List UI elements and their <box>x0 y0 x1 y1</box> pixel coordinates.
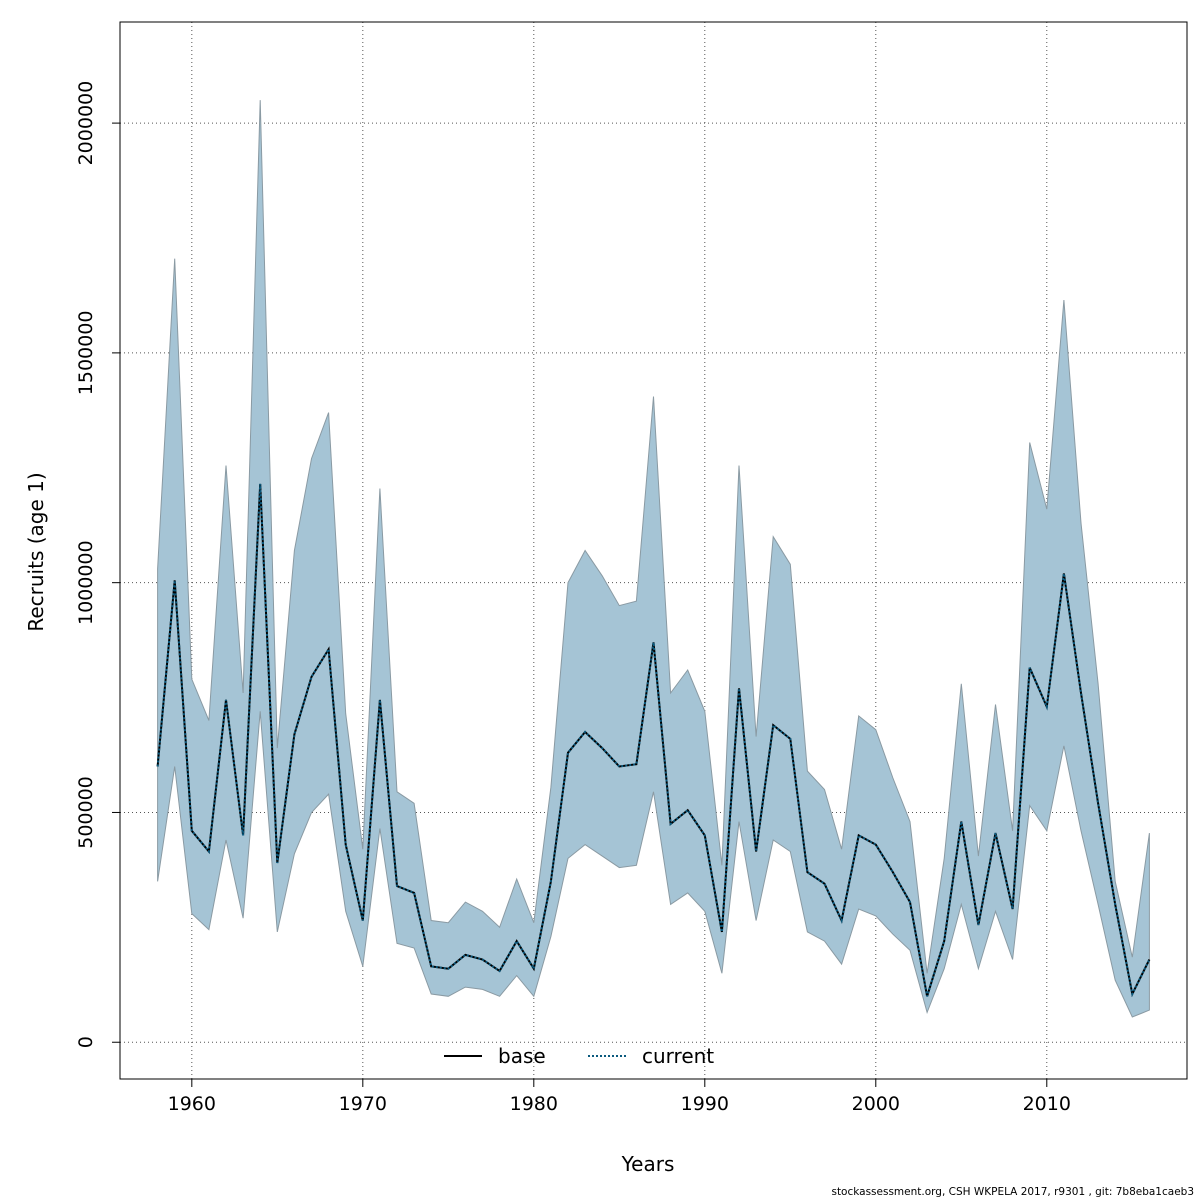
y-tick-label: 2000000 <box>75 81 97 166</box>
y-tick-label: 500000 <box>75 776 97 849</box>
x-tick-label: 1990 <box>681 1093 729 1115</box>
x-tick-label: 1970 <box>339 1093 387 1115</box>
y-tick-label: 1500000 <box>75 311 97 396</box>
y-axis: 0 500000 1000000 1500000 2000000 <box>75 81 120 1048</box>
series-line-current <box>156 483 1151 998</box>
legend-label-current: current <box>642 1044 714 1068</box>
x-tick-label: 1980 <box>510 1093 558 1115</box>
legend: base current <box>444 1044 714 1068</box>
x-tick-label: 1960 <box>168 1093 216 1115</box>
confidence-band <box>157 100 1150 1018</box>
plot-frame <box>119 21 1188 1080</box>
y-axis-label: Recruits (age 1) <box>24 472 48 631</box>
footer-credit: stockassessment.org, CSH WKPELA 2017, r9… <box>831 1186 1194 1198</box>
x-tick-label: 2010 <box>1023 1093 1071 1115</box>
series-layer <box>156 483 1151 998</box>
x-tick-label: 2000 <box>852 1093 900 1115</box>
x-axis: 1960 1970 1980 1990 2000 2010 <box>168 1079 1071 1115</box>
y-tick-label: 1000000 <box>75 540 97 625</box>
x-axis-label: Years <box>621 1152 675 1176</box>
legend-label-base: base <box>498 1044 546 1068</box>
confidence-band-layer <box>157 100 1150 1018</box>
y-tick-label: 0 <box>75 1036 97 1048</box>
